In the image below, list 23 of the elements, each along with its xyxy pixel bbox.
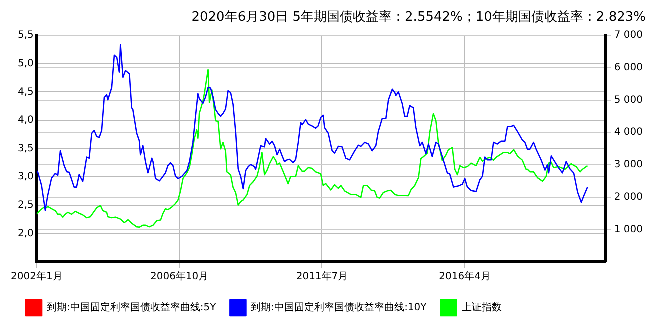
y-tick-label: 2,0 (18, 228, 34, 240)
y-tick-label: 3,0 (18, 172, 34, 183)
y2-tick-label: 1 000 (614, 224, 644, 236)
y2-tick-label: 7 000 (614, 30, 644, 42)
y-tick-label: 4,5 (18, 86, 34, 98)
y2-tick-label: 5 000 (614, 94, 644, 106)
y-tick-label: 3,5 (18, 143, 34, 154)
y2-tick-label: 2 000 (614, 192, 644, 203)
y2-tick-label: 6 000 (614, 62, 644, 74)
legend-label: 上证指数 (462, 302, 502, 314)
y-tick-label: 4,0 (18, 115, 34, 126)
x-tick-label: 2006年10月 (150, 270, 209, 283)
y-tick-label: 2,5 (18, 200, 34, 211)
x-tick-label: 2016年4月 (439, 270, 491, 283)
y2-tick-label: 4 000 (614, 127, 644, 138)
y-tick-label: 5,5 (18, 30, 34, 42)
chart-title: 2020年6月30日 5年期国债收益率：2.5542%；10年期国债收益率：2.823% (192, 9, 646, 26)
y2-tick-label: 3 000 (614, 160, 644, 171)
y-tick-label: 5,0 (18, 58, 34, 70)
legend-label: 到期:中国固定利率国债收益率曲线:5Y (47, 302, 218, 314)
legend-label: 到期:中国固定利率国债收益率曲线:10Y (251, 302, 428, 314)
x-tick-label: 2002年1月 (11, 270, 63, 283)
x-tick-label: 2011年7月 (296, 270, 348, 283)
